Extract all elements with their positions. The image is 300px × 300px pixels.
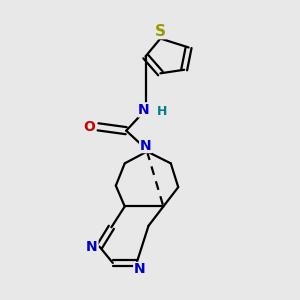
Text: O: O <box>84 120 96 134</box>
Text: H: H <box>157 105 167 118</box>
Text: N: N <box>86 240 98 254</box>
Text: S: S <box>155 24 166 39</box>
Text: N: N <box>138 103 150 117</box>
Text: N: N <box>140 139 152 152</box>
Text: N: N <box>134 262 146 277</box>
